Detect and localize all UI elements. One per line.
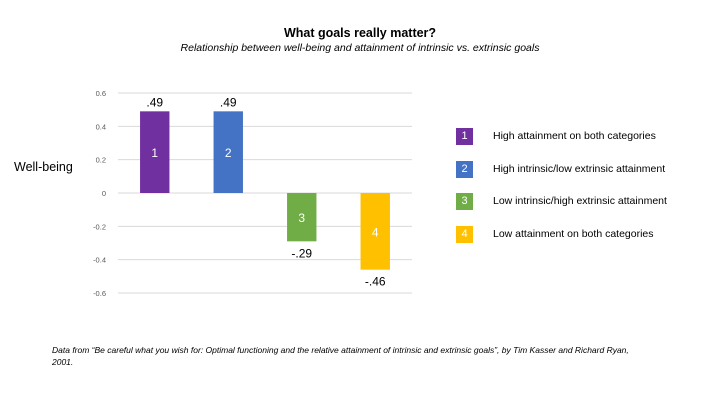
- y-tick-label: 0.6: [96, 89, 106, 98]
- y-tick-label: 0.4: [96, 122, 106, 131]
- chart-subtitle: Relationship between well-being and atta…: [180, 42, 540, 54]
- bar-value-label: -.46: [365, 275, 386, 289]
- legend-label-1: High attainment on both categories: [493, 130, 656, 142]
- y-tick-label: 0: [102, 189, 106, 198]
- source-citation: Data from “Be careful what you wish for:…: [52, 345, 629, 367]
- bar-value-label: -.29: [291, 246, 312, 260]
- legend-swatch-1: 1: [456, 128, 473, 145]
- bar-number-label: 4: [372, 225, 379, 239]
- chart-title: What goals really matter?: [283, 26, 437, 40]
- y-tick-label: -0.4: [93, 256, 106, 265]
- bar-number-label: 2: [225, 146, 232, 160]
- bar-4: [360, 193, 390, 270]
- bar-1: [140, 111, 170, 193]
- y-tick-label: 0.2: [96, 156, 106, 165]
- bar-value-label: .49: [146, 95, 163, 109]
- bar-3: [287, 193, 317, 242]
- legend-label-4: Low attainment on both categories: [493, 227, 654, 240]
- y-tick-label: -0.6: [93, 289, 106, 298]
- y-tick-label: -0.2: [93, 222, 106, 231]
- bar-number-label: 3: [298, 211, 305, 225]
- bar-value-label: .49: [220, 95, 237, 109]
- legend-swatch-4: 4: [456, 225, 473, 243]
- y-axis-label: Well-being: [14, 160, 73, 174]
- legend-swatch-3: 3: [456, 193, 473, 210]
- bar-number-label: 1: [151, 146, 158, 160]
- legend-label-3: Low intrinsic/high extrinsic attainment: [493, 195, 667, 207]
- bar-2: [213, 111, 243, 193]
- legend-label-2: High intrinsic/low extrinsic attainment: [493, 162, 666, 175]
- legend-swatch-2: 2: [456, 160, 473, 178]
